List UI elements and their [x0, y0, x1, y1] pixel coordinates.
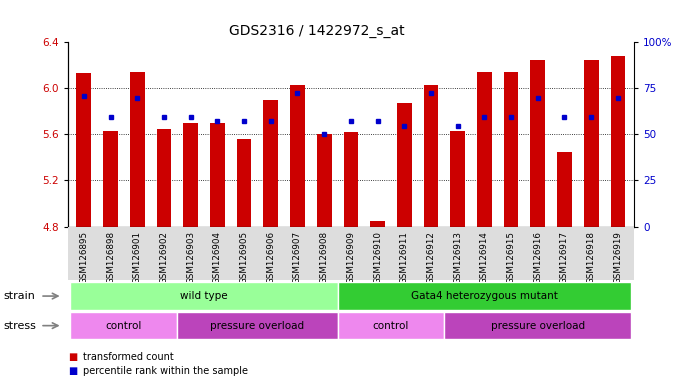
Text: GDS2316 / 1422972_s_at: GDS2316 / 1422972_s_at	[229, 25, 405, 38]
Bar	[177, 312, 338, 339]
Bar	[71, 282, 338, 310]
Text: percentile rank within the sample: percentile rank within the sample	[83, 366, 247, 376]
Bar	[424, 85, 438, 227]
Text: Gata4 heterozygous mutant: Gata4 heterozygous mutant	[411, 291, 558, 301]
Bar	[557, 152, 572, 227]
Bar	[157, 129, 172, 227]
Text: GSM126901: GSM126901	[133, 231, 142, 284]
Bar	[183, 123, 198, 227]
Bar	[130, 72, 144, 227]
Text: GSM126916: GSM126916	[534, 231, 542, 284]
Bar	[611, 56, 625, 227]
Text: control: control	[106, 321, 142, 331]
Text: GSM126914: GSM126914	[480, 231, 489, 284]
Bar	[103, 131, 118, 227]
Text: stress: stress	[3, 321, 36, 331]
Bar	[317, 134, 332, 227]
Text: GSM126898: GSM126898	[106, 231, 115, 284]
Text: GSM126915: GSM126915	[506, 231, 515, 284]
Text: transformed count: transformed count	[83, 352, 174, 362]
Text: control: control	[373, 321, 409, 331]
Text: GSM126912: GSM126912	[426, 231, 435, 284]
Bar	[344, 132, 358, 227]
Text: GSM126919: GSM126919	[614, 231, 622, 284]
Bar	[210, 123, 224, 227]
Text: GSM126911: GSM126911	[400, 231, 409, 284]
Bar	[71, 312, 177, 339]
Text: GSM126902: GSM126902	[159, 231, 168, 284]
Text: GSM126908: GSM126908	[319, 231, 329, 284]
Text: GSM126907: GSM126907	[293, 231, 302, 284]
Text: wild type: wild type	[180, 291, 228, 301]
Bar	[290, 85, 305, 227]
Text: GSM126895: GSM126895	[79, 231, 88, 284]
Text: GSM126906: GSM126906	[266, 231, 275, 284]
Text: ■: ■	[68, 352, 77, 362]
Text: GSM126910: GSM126910	[373, 231, 382, 284]
Text: GSM126904: GSM126904	[213, 231, 222, 284]
Bar	[530, 60, 545, 227]
Text: GSM126905: GSM126905	[239, 231, 249, 284]
Bar	[237, 139, 252, 227]
Text: GSM126909: GSM126909	[346, 231, 355, 284]
Bar	[370, 221, 385, 227]
Text: pressure overload: pressure overload	[491, 321, 585, 331]
Bar	[584, 60, 599, 227]
Bar	[444, 312, 631, 339]
Bar	[450, 131, 465, 227]
Bar	[264, 100, 278, 227]
Text: ■: ■	[68, 366, 77, 376]
Text: GSM126913: GSM126913	[453, 231, 462, 284]
Text: strain: strain	[3, 291, 35, 301]
Bar	[504, 72, 519, 227]
Bar	[338, 282, 631, 310]
Text: pressure overload: pressure overload	[210, 321, 304, 331]
Bar	[477, 72, 492, 227]
Bar	[397, 103, 412, 227]
Bar	[77, 73, 91, 227]
Text: GSM126917: GSM126917	[560, 231, 569, 284]
Bar	[338, 312, 444, 339]
Text: GSM126918: GSM126918	[586, 231, 596, 284]
Text: GSM126903: GSM126903	[186, 231, 195, 284]
